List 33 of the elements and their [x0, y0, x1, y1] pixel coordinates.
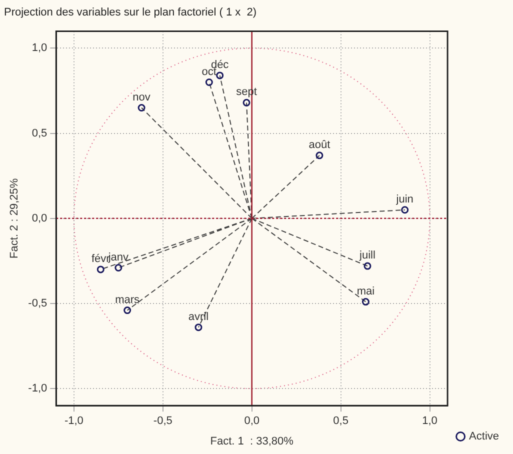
y-axis-title: Fact. 2 : 29,25% — [8, 178, 21, 258]
point — [194, 324, 202, 332]
point — [216, 72, 224, 80]
annotation: avril — [188, 310, 209, 323]
point — [316, 152, 324, 160]
point — [114, 264, 122, 272]
point — [138, 104, 146, 112]
x-tick-label: 1,0 — [422, 415, 438, 428]
annotation: juill — [358, 250, 376, 262]
annotation: juin — [395, 193, 414, 206]
y-tick-label: -1,0 — [28, 382, 48, 395]
x-tick-label: -0,5 — [153, 415, 172, 428]
x-tick-label: -1,0 — [64, 415, 84, 428]
point — [401, 206, 409, 214]
point — [362, 298, 370, 306]
y-tick-label: 1,0 — [32, 42, 48, 54]
point — [124, 306, 132, 314]
x-tick-label: 0,0 — [244, 415, 260, 428]
x-axis-title: Fact. 1 : 33,80% — [210, 435, 294, 448]
annotation: mai — [356, 285, 375, 298]
chart-title: Projection des variables sur le plan factoriel ( 1 x 2) — [4, 6, 257, 19]
y-tick-label: 0,5 — [32, 127, 48, 140]
legend-label: Active — [469, 430, 500, 443]
annotation: nov — [132, 91, 151, 104]
y-tick-label: -0,5 — [28, 298, 48, 310]
x-tick-label: 0,5 — [333, 415, 348, 428]
point — [242, 98, 250, 106]
point — [96, 266, 104, 274]
annotation: août — [308, 138, 330, 151]
point — [364, 262, 372, 270]
point — [205, 78, 213, 86]
y-tick-label: 0,0 — [32, 212, 48, 224]
annotation: mars — [115, 294, 140, 306]
